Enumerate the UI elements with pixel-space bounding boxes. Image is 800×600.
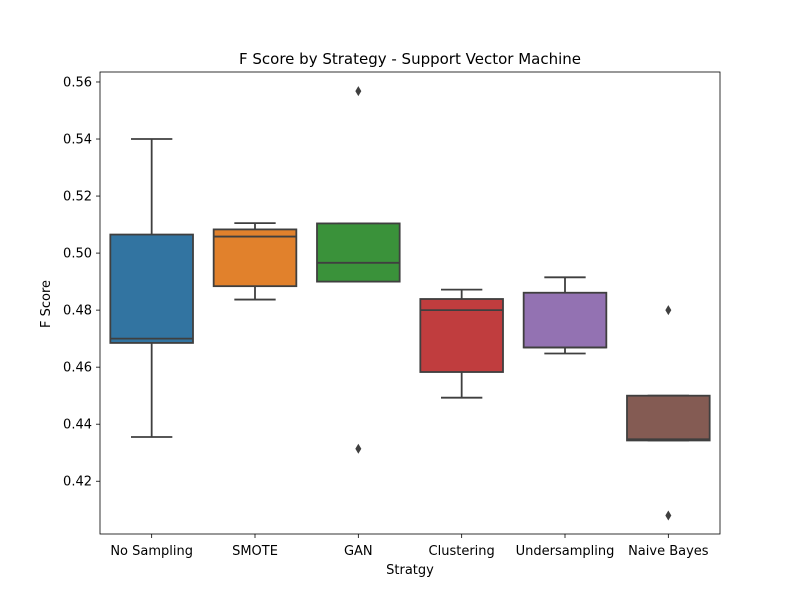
box-undersampling	[522, 276, 608, 355]
box-gan	[316, 86, 401, 454]
y-tick-label: 0.56	[63, 75, 92, 90]
box-clustering	[419, 288, 504, 399]
chart-title: F Score by Strategy - Support Vector Mac…	[239, 50, 581, 68]
iqr-box	[419, 298, 504, 373]
iqr-box	[212, 228, 298, 288]
iqr-box	[626, 394, 711, 442]
y-tick-label: 0.42	[63, 475, 92, 490]
box-smote	[212, 222, 298, 301]
box-no-sampling	[109, 138, 194, 438]
x-tick-label: Clustering	[429, 544, 495, 559]
x-tick-label: GAN	[344, 544, 373, 559]
iqr-box	[316, 222, 401, 283]
outlier-point	[355, 443, 362, 454]
y-tick-label: 0.54	[63, 133, 92, 148]
outlier-point	[665, 305, 672, 316]
y-tick-label: 0.50	[63, 247, 92, 262]
y-tick-label: 0.48	[63, 304, 92, 319]
y-tick-label: 0.52	[63, 190, 92, 205]
plot-frame	[99, 71, 721, 535]
x-tick-label: Undersampling	[516, 544, 615, 559]
x-tick-label: No Sampling	[110, 544, 193, 559]
x-tick-label: SMOTE	[232, 544, 278, 559]
y-tick-label: 0.44	[63, 418, 92, 433]
x-tick-label: Naive Bayes	[628, 544, 709, 559]
box-naive-bayes	[626, 305, 711, 521]
y-axis-label: F Score	[39, 280, 54, 328]
y-tick-label: 0.46	[63, 361, 92, 376]
outlier-point	[355, 86, 362, 97]
plot-area: 0.42 0.44 0.46 0.48 0.50 0.52 0.54 0.56 No Sampl…	[63, 71, 721, 559]
outlier-point	[665, 510, 672, 521]
x-axis-label: Stratgy	[386, 563, 434, 578]
iqr-box	[109, 233, 194, 344]
iqr-box	[522, 291, 608, 349]
